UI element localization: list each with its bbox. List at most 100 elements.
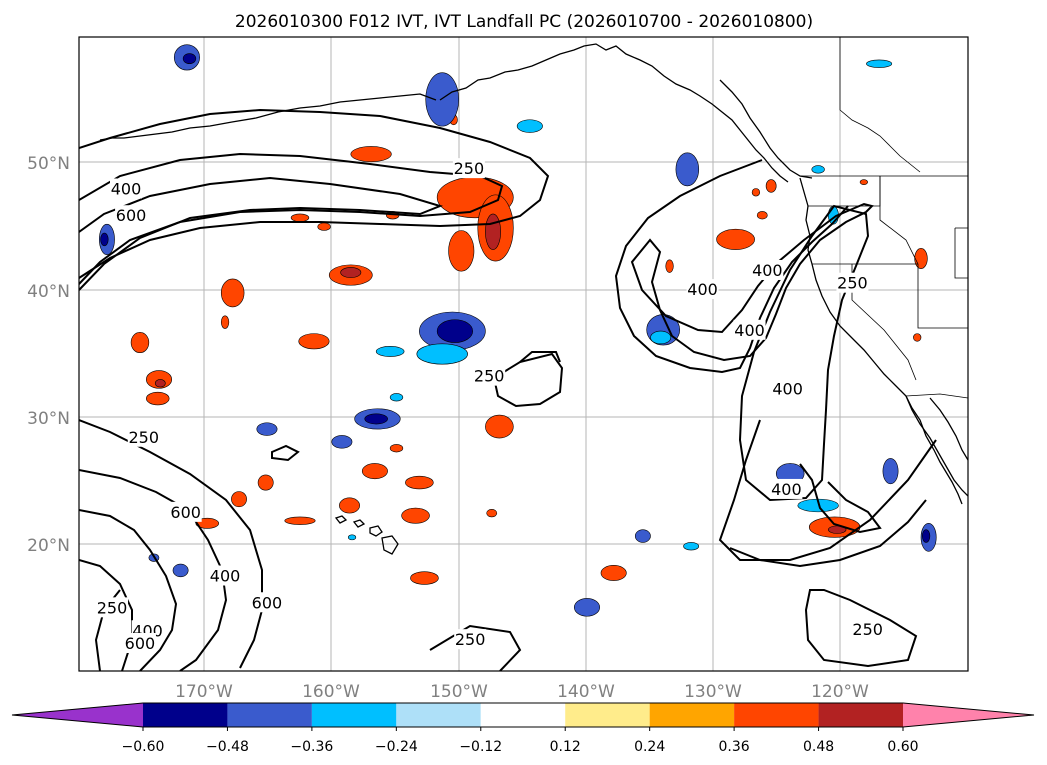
lon-label-120w: 120°W — [811, 682, 869, 702]
pc-patch — [921, 529, 931, 543]
colorbar-bin — [311, 703, 397, 727]
landfall-pc-shading — [99, 44, 937, 617]
alaska-canada-border — [839, 37, 921, 173]
contour-label: 400 — [771, 480, 802, 499]
ivt-contour-250-southeast-blob — [804, 589, 918, 668]
map-area: 250 400 600 250 400 400 250 400 400 400 250 600 400 6… — [79, 37, 968, 671]
political-borders — [800, 37, 968, 399]
pc-patch — [389, 444, 404, 453]
lon-label-170w: 170°W — [175, 682, 233, 702]
pc-patch — [401, 507, 430, 524]
pc-patch — [375, 346, 405, 357]
contour-label-background — [169, 501, 202, 522]
colorbar-tick-label: −0.24 — [375, 739, 418, 755]
contour-label-background — [123, 632, 156, 653]
colorbar-bin — [734, 703, 819, 727]
latitude-axis-labels: 50°N 40°N 30°N 20°N — [27, 154, 70, 556]
contour-label-background — [686, 279, 719, 300]
contour-label: 600 — [125, 634, 156, 653]
lon-label-160w: 160°W — [302, 682, 360, 702]
contour-label-background — [851, 618, 884, 639]
contour-label-background — [250, 592, 283, 613]
pc-patch — [416, 343, 468, 365]
pc-patch — [331, 435, 353, 449]
pc-patch — [485, 213, 501, 250]
pc-patch — [257, 474, 274, 491]
hawaiian-island-4 — [381, 535, 399, 555]
pc-patch — [436, 319, 474, 343]
contour-label: 400 — [772, 379, 803, 398]
idaho-border — [879, 176, 919, 265]
contour-label-background — [109, 178, 142, 199]
colorbar-tick-label: 0.24 — [634, 739, 665, 755]
pc-patch — [882, 458, 899, 485]
pc-patch — [220, 315, 230, 329]
pc-patch — [347, 534, 357, 541]
contour-label: 250 — [455, 630, 486, 649]
colorbar-tick-label: −0.48 — [206, 739, 249, 755]
pc-patch — [298, 333, 330, 350]
contour-label: 400 — [752, 261, 783, 280]
lon-label-140w: 140°W — [557, 682, 615, 702]
pc-patch — [683, 542, 700, 551]
contour-label-background — [836, 272, 869, 293]
pc-patch — [448, 230, 475, 272]
lat-label-50n: 50°N — [27, 154, 70, 174]
pc-patch — [340, 267, 362, 278]
ocean-background — [79, 37, 968, 671]
ivt-contour-250-small-loop — [271, 444, 300, 462]
lat-label-20n: 20°N — [27, 536, 70, 556]
contour-label: 250 — [128, 428, 159, 447]
pc-patch — [339, 497, 360, 514]
ivt-contour-400-southwest — [79, 469, 228, 671]
contour-label: 250 — [474, 367, 505, 386]
colorbar-tick-label: 0.60 — [887, 739, 918, 755]
aleutian-islands — [99, 93, 437, 141]
contour-label: 400 — [687, 280, 718, 299]
ivt-contour-400-southeast — [799, 463, 882, 534]
us-mexico-border — [905, 393, 968, 399]
hawaiian-island-1 — [334, 515, 348, 524]
pc-patch — [756, 211, 768, 220]
hawaiian-island-3 — [369, 525, 383, 537]
colorbar-tick-label: 0.36 — [719, 739, 750, 755]
ivt-contour-600-north — [79, 176, 444, 291]
colorbar-extend-low — [12, 703, 143, 727]
alaska-south-coast — [439, 43, 789, 183]
contour-label: 250 — [837, 274, 868, 293]
contour-label-background — [127, 426, 160, 447]
ivt-contour-250-mid-blob — [492, 352, 564, 408]
contour-label: 600 — [252, 593, 283, 612]
pc-patch — [765, 179, 777, 193]
pc-patch — [573, 598, 600, 617]
colorbar-tick-label: −0.36 — [290, 739, 333, 755]
pc-patch — [405, 475, 434, 490]
contour-label: 400 — [111, 179, 142, 198]
contour-label: 400 — [734, 321, 765, 340]
pc-patch — [859, 179, 868, 185]
map-frame — [78, 36, 969, 672]
pc-patch — [154, 379, 166, 388]
pc-patch — [600, 565, 627, 581]
pc-patch — [317, 222, 331, 231]
utah-border — [954, 227, 968, 279]
ivt-contour-250-mid-small — [519, 351, 561, 363]
contour-label-background — [751, 259, 784, 280]
pc-patch — [665, 259, 674, 273]
pc-patch — [182, 53, 197, 65]
contour-label-background — [115, 205, 148, 226]
colorbar-bin — [565, 703, 650, 727]
pc-patch — [811, 165, 825, 174]
hawaiian-island-2 — [352, 519, 366, 528]
lon-label-130w: 130°W — [684, 682, 742, 702]
nevada-border — [917, 264, 968, 329]
colorbar-bin — [649, 703, 735, 727]
colorbar-bin — [227, 703, 312, 727]
pc-patch — [256, 422, 278, 436]
pc-patch — [634, 529, 651, 543]
ivt-contours — [79, 108, 937, 671]
contour-label: 600 — [116, 206, 147, 225]
colorbar-bin — [143, 703, 228, 727]
pc-patch — [913, 333, 922, 342]
contour-label-background — [454, 629, 487, 650]
